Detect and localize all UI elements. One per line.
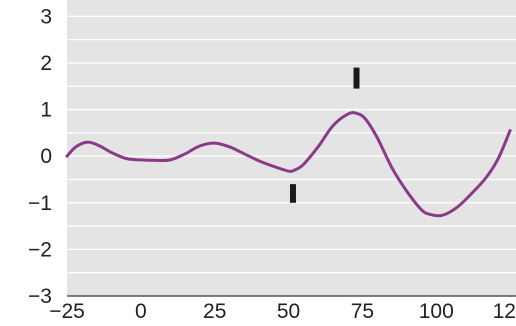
x-tick-label: −25 [49, 300, 85, 323]
marker-bars [289, 67, 360, 203]
y-tick-label: −2 [28, 238, 52, 261]
plot-background [67, 0, 516, 296]
x-tick-label: 125 [493, 300, 516, 323]
x-tick-labels: −25 0 25 50 75 100 125 [49, 300, 516, 323]
y-tick-label: 2 [40, 52, 52, 75]
grid-lines [67, 15, 516, 274]
y-tick-label: −1 [28, 192, 52, 215]
x-tick-label: 0 [135, 300, 147, 323]
y-tick-label: 0 [40, 145, 52, 168]
x-tick-label: 50 [277, 300, 300, 323]
series-lines [65, 111, 512, 218]
x-tick-label: 75 [351, 300, 374, 323]
y-tick-label: −3 [28, 285, 52, 308]
y-tick-label: 1 [40, 99, 52, 122]
x-tick-label: 25 [203, 300, 226, 323]
y-tick-label: 3 [40, 5, 52, 28]
y-tick-labels: 3 2 1 0 −1 −2 −3 [28, 5, 52, 308]
series-line [65, 111, 512, 218]
x-tick-label: 100 [419, 300, 454, 323]
